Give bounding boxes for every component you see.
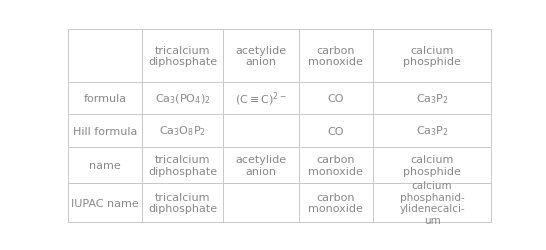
Text: CO: CO <box>328 94 344 104</box>
Text: tricalcium
diphosphate: tricalcium diphosphate <box>148 154 217 176</box>
Text: formula: formula <box>84 94 127 104</box>
Text: name: name <box>90 160 121 170</box>
Text: $\mathregular{Ca_3(PO_4)_2}$: $\mathregular{Ca_3(PO_4)_2}$ <box>155 92 210 106</box>
Text: calcium
phosphide: calcium phosphide <box>403 154 461 176</box>
Text: tricalcium
diphosphate: tricalcium diphosphate <box>148 192 217 214</box>
Text: IUPAC name: IUPAC name <box>72 198 139 208</box>
Text: acetylide
anion: acetylide anion <box>235 154 286 176</box>
Text: CO: CO <box>328 126 344 136</box>
Text: calcium
phosphide: calcium phosphide <box>403 46 461 67</box>
Text: $\mathregular{Ca_3P_2}$: $\mathregular{Ca_3P_2}$ <box>416 92 449 106</box>
Text: calcium
phosphanid-
ylidenecalci-
um: calcium phosphanid- ylidenecalci- um <box>399 180 465 225</box>
Text: tricalcium
diphosphate: tricalcium diphosphate <box>148 46 217 67</box>
Text: carbon
monoxide: carbon monoxide <box>308 46 363 67</box>
Text: carbon
monoxide: carbon monoxide <box>308 192 363 214</box>
Text: $\mathregular{(C{\equiv}C)^{2-}}$: $\mathregular{(C{\equiv}C)^{2-}}$ <box>235 90 287 108</box>
Text: $\mathregular{Ca_3O_8P_2}$: $\mathregular{Ca_3O_8P_2}$ <box>159 124 206 138</box>
Text: acetylide
anion: acetylide anion <box>235 46 286 67</box>
Text: carbon
monoxide: carbon monoxide <box>308 154 363 176</box>
Text: $\mathregular{Ca_3P_2}$: $\mathregular{Ca_3P_2}$ <box>416 124 449 138</box>
Text: Hill formula: Hill formula <box>73 126 138 136</box>
